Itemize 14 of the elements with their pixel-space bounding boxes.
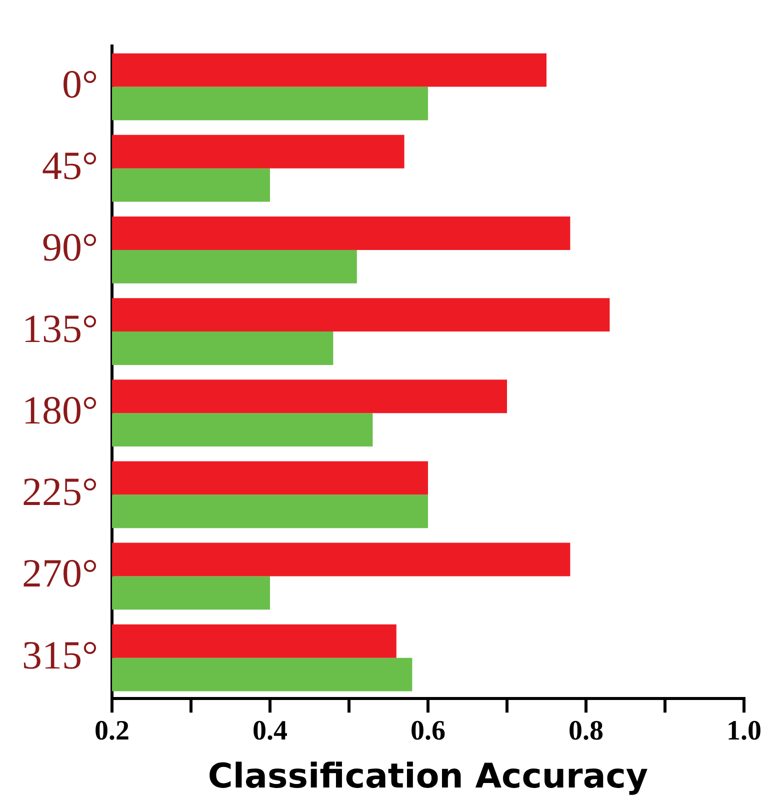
y-tick-label: 270°	[22, 550, 98, 596]
x-tick-label: 0.8	[568, 716, 604, 747]
y-tick-label: 180°	[22, 388, 98, 433]
x-tick-label: 0.2	[94, 716, 130, 747]
y-tick-label: 0°	[62, 61, 98, 106]
x-tick-label: 1.0	[726, 716, 762, 747]
y-tick-label: 135°	[22, 306, 98, 352]
x-tick-label: 0.4	[252, 716, 288, 747]
y-tick-label: 315°	[22, 632, 98, 678]
y-tick-label: 90°	[42, 224, 98, 270]
x-tick-label: 0.6	[410, 716, 446, 747]
y-tick-label: 45°	[42, 142, 98, 188]
x-axis-title: Classification Accuracy	[208, 756, 648, 796]
y-tick-label: 225°	[22, 469, 98, 514]
